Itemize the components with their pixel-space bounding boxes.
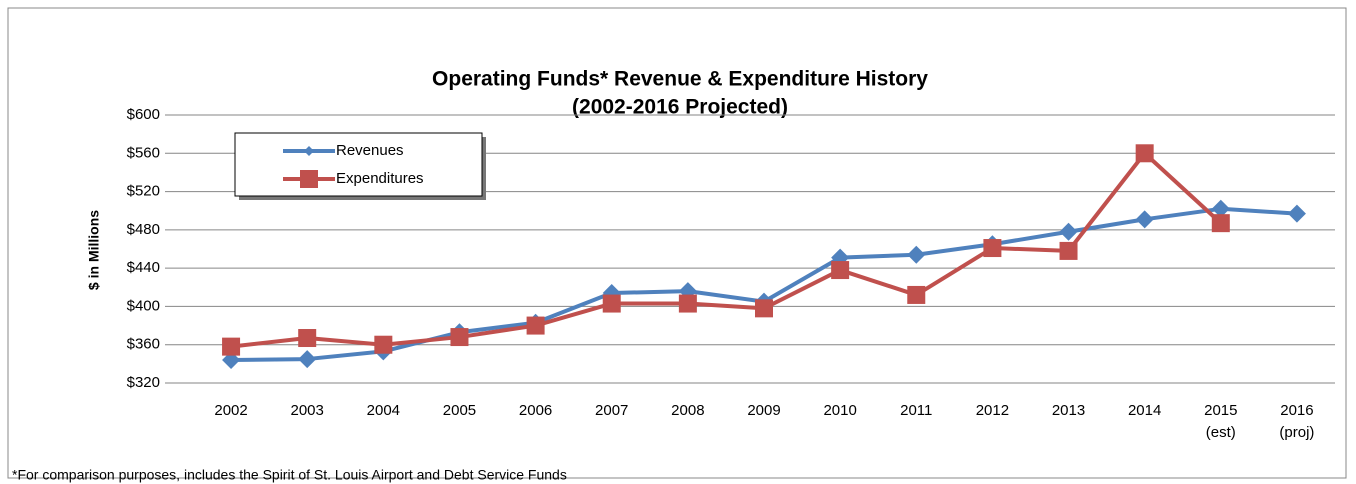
chart-title: Operating Funds* Revenue & Expenditure H… [432,68,928,91]
y-tick-label: $520 [127,183,160,200]
data-point [602,294,621,313]
series-line [230,151,1223,349]
data-point [1059,241,1078,260]
data-point [1211,199,1230,218]
legend-marker [304,146,314,156]
x-tick-label: 2007 [595,402,628,419]
data-point [983,239,1002,258]
y-axis-label: $ in Millions [86,210,102,290]
y-tick-label: $600 [127,106,160,123]
y-tick-label: $480 [127,221,160,238]
data-point [831,261,850,280]
data-point [526,316,545,335]
data-point [1135,210,1154,229]
chart-subtitle: (2002-2016 Projected) [572,96,788,119]
x-tick-label: 2004 [367,402,400,419]
x-tick-label: 2002 [214,402,247,419]
footnote: *For comparison purposes, includes the S… [12,467,567,483]
x-tick-label: 2008 [671,402,704,419]
x-tick-label: 2005 [443,402,476,419]
data-point [374,335,393,354]
chart-frame [7,7,1347,479]
legend-label: Revenues [336,142,404,159]
data-point [907,285,926,304]
data-point [678,294,697,313]
x-tick-label: 2003 [291,402,324,419]
x-tick-label: 2013 [1052,402,1085,419]
x-tick-label: 2016 (proj) [1279,402,1314,441]
data-point [298,329,317,348]
data-point [450,328,469,347]
x-tick-label: 2014 [1128,402,1161,419]
x-tick-label: 2015 (est) [1204,402,1237,441]
x-tick-label: 2011 [900,402,932,419]
data-point [755,299,773,318]
data-point [298,350,317,369]
y-tick-label: $560 [127,144,160,161]
data-point [1135,144,1154,163]
x-tick-label: 2012 [976,402,1009,419]
data-point [1211,214,1230,233]
y-tick-label: $400 [127,297,160,314]
x-tick-label: 2010 [823,402,856,419]
data-point [1059,222,1078,241]
x-tick-label: 2009 [747,402,780,419]
data-point [907,245,926,264]
y-tick-label: $360 [127,336,160,353]
y-tick-label: $440 [127,259,160,276]
y-tick-label: $320 [127,374,160,391]
legend-marker [300,170,318,188]
data-point [222,337,241,356]
data-point [1287,204,1306,223]
x-tick-label: 2006 [519,402,552,419]
legend-label: Expenditures [336,170,424,187]
legend-box [234,132,483,197]
